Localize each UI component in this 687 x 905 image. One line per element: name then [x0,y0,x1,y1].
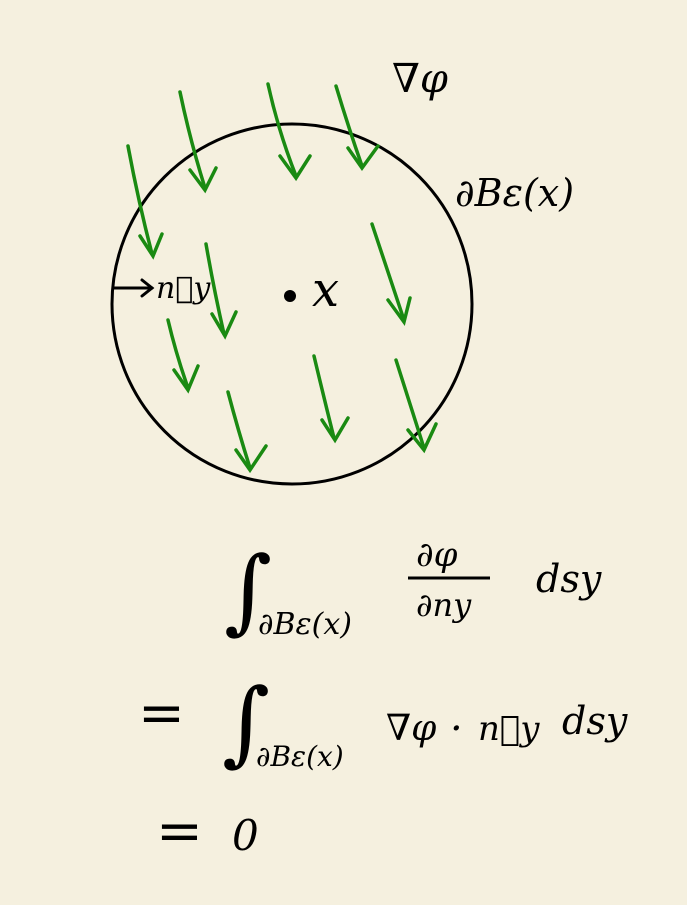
measure-2: dsy [562,699,628,743]
fraction-numerator: ∂φ [416,535,458,575]
gradient-arrow [178,90,218,194]
integral-sign-1: ∫ [224,537,272,644]
gradient-arrow [226,390,268,474]
integral-domain-2: ∂Bε(x) [256,740,344,773]
integral-sign-2: ∫ [222,669,270,776]
gradient-arrow [126,144,164,260]
equals-sign-2: = [138,681,185,746]
normal-arrow [112,278,155,298]
normal-label: n⃗y [156,271,211,306]
equation-line-3: = 0 [156,799,259,864]
point-x-label: x [312,262,339,318]
gradient-arrow [370,222,412,327]
gradient-arrow [266,82,312,182]
gradient-phi-label: ∇φ [392,56,448,102]
gradient-arrows [126,82,438,474]
ball-boundary-circle [110,122,474,486]
result-zero: 0 [232,811,259,860]
dot-product: · [450,706,463,752]
boundary-label: ∂Bε(x) [455,171,574,215]
gradient-arrow [312,354,350,444]
equals-sign-3: = [156,799,203,864]
gradient-arrow [394,358,438,454]
equation-line-2: = ∫ ∂Bε(x) ∇φ · n⃗y dsy [138,669,628,776]
equation-line-1: ∫ ∂Bε(x) ∂φ ∂ny dsy [224,535,602,644]
gradient-arrow [166,318,200,394]
gradient-arrow [204,242,238,340]
fraction-denominator: ∂ny [416,586,472,624]
center-point [284,290,296,302]
integral-domain-1: ∂Bε(x) [258,607,352,642]
gradient-phi-2: ∇φ [386,708,437,749]
measure-1: dsy [536,557,602,601]
normal-2: n⃗y [478,709,540,749]
gradient-arrow [334,84,380,172]
